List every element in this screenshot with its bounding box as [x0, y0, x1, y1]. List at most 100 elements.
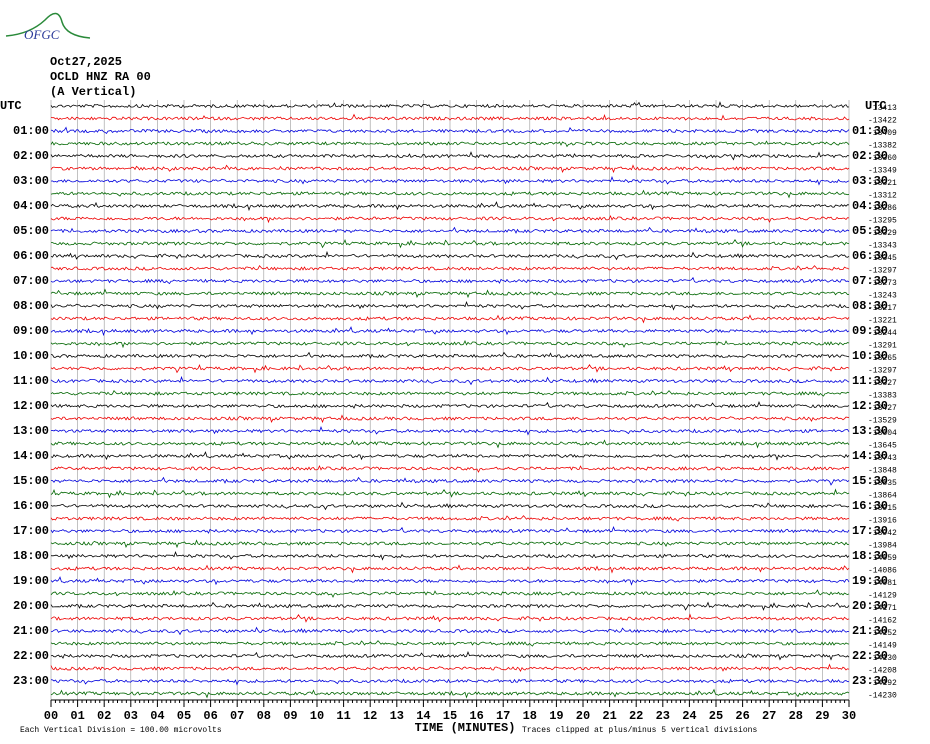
trace: [50, 164, 850, 174]
left-time-label: 03:00: [13, 174, 49, 188]
right-time-label: 21:30: [852, 624, 888, 638]
left-utc: UTC: [0, 99, 22, 113]
trace: [50, 364, 850, 374]
trace-offset: -13382: [868, 142, 897, 151]
left-time-label: 16:00: [13, 499, 49, 513]
trace: [50, 640, 850, 647]
left-time-label: 12:00: [13, 399, 49, 413]
left-time-label: 04:00: [13, 199, 49, 213]
trace: [50, 650, 850, 661]
trace: [50, 414, 850, 424]
trace: [50, 488, 850, 499]
trace-offset: -13286: [868, 204, 897, 213]
trace: [50, 550, 850, 561]
component: (A Vertical): [50, 85, 136, 99]
trace-offset: -13265: [868, 354, 897, 363]
right-time-label: 16:30: [852, 499, 888, 513]
trace-offset: -13345: [868, 254, 897, 263]
trace-offset: -13915: [868, 504, 897, 513]
left-time-label: 17:00: [13, 524, 49, 538]
left-time-label: 21:00: [13, 624, 49, 638]
trace: [50, 400, 850, 409]
trace-offset: -13295: [868, 217, 897, 226]
x-tick-label: 28: [789, 709, 803, 723]
trace: [50, 151, 850, 161]
trace: [50, 613, 850, 623]
x-tick-label: 12: [363, 709, 377, 723]
x-tick-label: 30: [842, 709, 856, 723]
trace: [50, 601, 850, 611]
x-tick-label: 18: [523, 709, 537, 723]
x-tick-label: 15: [443, 709, 457, 723]
right-time-label: 17:30: [852, 524, 888, 538]
x-tick-label: 24: [682, 709, 696, 723]
right-time-label: 18:30: [852, 549, 888, 563]
x-tick-label: 17: [496, 709, 510, 723]
trace-offset: -14059: [868, 554, 897, 563]
right-utc: UTC: [865, 99, 887, 113]
x-tick-label: 08: [257, 709, 271, 723]
x-tick-label: 14: [416, 709, 430, 723]
right-time-label: 22:30: [852, 649, 888, 663]
left-time-label: 11:00: [13, 374, 49, 388]
trace: [50, 101, 850, 109]
x-tick-label: 26: [735, 709, 749, 723]
trace: [50, 189, 850, 199]
left-time-label: 23:00: [13, 674, 49, 688]
x-tick-label: 16: [469, 709, 483, 723]
trace: [50, 476, 850, 486]
trace: [50, 339, 850, 349]
axis-title: TIME (MINUTES): [415, 721, 516, 735]
trace-offset: -13413: [868, 104, 897, 113]
right-time-label: 23:30: [852, 674, 888, 688]
trace-offset: -13743: [868, 454, 897, 463]
trace: [50, 663, 850, 672]
x-tick-label: 05: [177, 709, 191, 723]
trace: [50, 175, 850, 186]
left-time-label: 13:00: [13, 424, 49, 438]
trace: [50, 525, 850, 534]
left-time-label: 20:00: [13, 599, 49, 613]
left-time-label: 18:00: [13, 549, 49, 563]
trace: [50, 113, 850, 121]
x-tick-label: 06: [203, 709, 217, 723]
right-time-label: 10:30: [852, 349, 888, 363]
station: OCLD HNZ RA 00: [50, 70, 151, 84]
x-tick-label: 13: [390, 709, 404, 723]
right-time-label: 03:30: [852, 174, 888, 188]
x-tick-label: 25: [709, 709, 723, 723]
right-time-label: 02:30: [852, 149, 888, 163]
trace-offset: -14162: [868, 617, 897, 626]
trace-offset: -13273: [868, 279, 897, 288]
x-tick-label: 03: [124, 709, 138, 723]
left-time-label: 01:00: [13, 124, 49, 138]
left-time-label: 09:00: [13, 324, 49, 338]
trace: [50, 688, 850, 699]
trace: [50, 439, 850, 449]
trace: [50, 564, 850, 574]
trace-offset: -14230: [868, 692, 897, 701]
right-time-label: 01:30: [852, 124, 888, 138]
trace-offset: -13835: [868, 479, 897, 488]
right-time-label: 20:30: [852, 599, 888, 613]
left-time-label: 02:00: [13, 149, 49, 163]
trace: [50, 226, 850, 234]
x-tick-label: 10: [310, 709, 324, 723]
x-tick-label: 07: [230, 709, 244, 723]
trace: [50, 389, 850, 397]
left-time-label: 10:00: [13, 349, 49, 363]
trace-offset: -14086: [868, 567, 897, 576]
logo-text: OFGC: [24, 27, 60, 42]
x-tick-label: 09: [283, 709, 297, 723]
trace-offset: -14152: [868, 629, 897, 638]
left-time-label: 08:00: [13, 299, 49, 313]
trace-offset: -13848: [868, 467, 897, 476]
trace: [50, 140, 850, 148]
trace-offset: -13327: [868, 379, 897, 388]
trace: [50, 464, 850, 473]
left-time-label: 15:00: [13, 474, 49, 488]
x-tick-label: 01: [70, 709, 84, 723]
x-tick-label: 04: [150, 709, 164, 723]
trace: [50, 288, 850, 299]
trace-offset: -13297: [868, 367, 897, 376]
